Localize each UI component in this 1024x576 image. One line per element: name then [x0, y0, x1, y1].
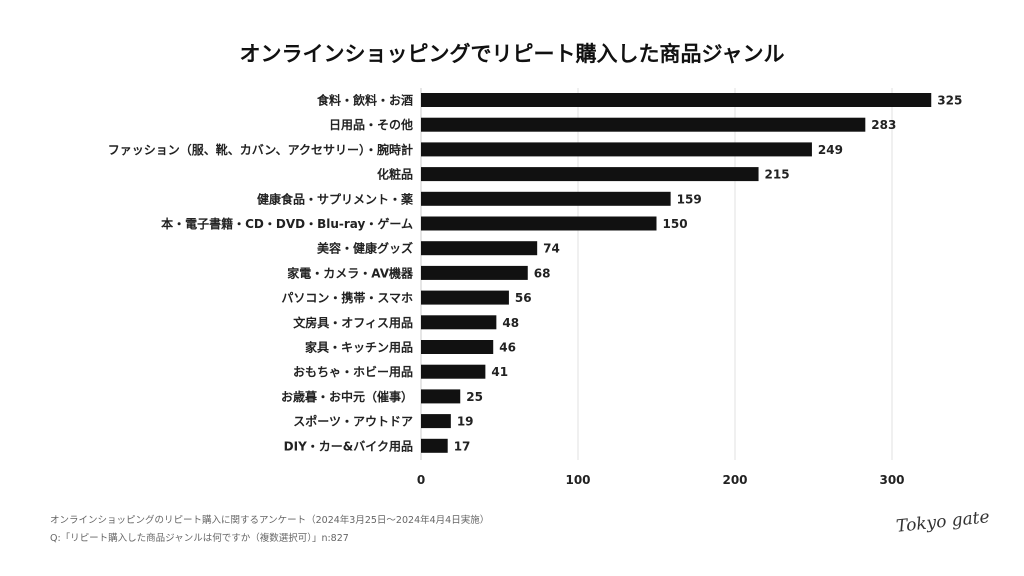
data-label: 215 [765, 168, 790, 182]
data-label: 46 [499, 341, 516, 355]
category-label: 健康食品・サプリメント・薬 [257, 191, 413, 206]
bar [421, 340, 494, 354]
category-label: おもちゃ・ホビー用品 [293, 364, 413, 379]
bar [421, 290, 509, 305]
data-label: 19 [457, 415, 474, 429]
category-label: 化粧品 [377, 167, 413, 182]
category-label: 本・電子書籍・CD・DVD・Blu-ray・ゲーム [161, 216, 413, 231]
category-label: パソコン・携帯・スマホ [281, 290, 413, 305]
data-label: 283 [871, 118, 896, 132]
bar [421, 241, 538, 256]
footer-question: Q:「リピート購入した商品ジャンルは何ですか（複数選択可）」n:827 [50, 533, 349, 544]
x-tick-label: 100 [565, 473, 590, 487]
bar [421, 389, 461, 404]
data-label: 150 [663, 217, 688, 231]
x-tick-label: 0 [417, 473, 425, 487]
category-label: 家電・カメラ・AV機器 [287, 265, 414, 280]
bar [421, 142, 812, 157]
bar [421, 364, 486, 379]
category-label: お歳暮・お中元（催事） [281, 389, 413, 404]
chart-title: オンラインショッピングでリピート購入した商品ジャンル [239, 42, 785, 66]
bar [421, 93, 932, 107]
footer-survey: オンラインショッピングのリピート購入に関するアンケート（2024年3月25日〜2… [50, 515, 490, 526]
category-label: 日用品・その他 [329, 117, 413, 132]
category-label: 家具・キッチン用品 [305, 340, 413, 355]
data-label: 17 [454, 439, 471, 453]
bar [421, 167, 759, 182]
data-label: 249 [818, 143, 843, 157]
bar [421, 117, 866, 132]
category-label: 食料・飲料・お酒 [316, 93, 413, 108]
category-label: スポーツ・アウトドア [293, 414, 413, 429]
bar [421, 216, 657, 231]
data-label: 48 [502, 316, 519, 330]
data-label: 325 [937, 94, 962, 108]
data-label: 159 [677, 192, 702, 206]
data-label: 56 [515, 291, 532, 305]
data-label: 41 [491, 365, 508, 379]
category-label: 文房具・オフィス用品 [293, 315, 413, 330]
bar [421, 414, 451, 429]
data-label: 25 [466, 390, 483, 404]
x-tick-label: 300 [879, 473, 904, 487]
category-label: ファッション（服、靴、カバン、アクセサリー）・腕時計 [108, 142, 413, 157]
bar [421, 265, 528, 280]
bar [421, 191, 671, 206]
bar [421, 315, 497, 330]
category-label: 美容・健康グッズ [317, 241, 413, 256]
data-label: 74 [543, 242, 560, 256]
bar [421, 438, 448, 453]
data-label: 68 [534, 266, 551, 280]
category-label: DIY・カー&バイク用品 [284, 439, 413, 453]
x-tick-label: 200 [722, 473, 747, 487]
